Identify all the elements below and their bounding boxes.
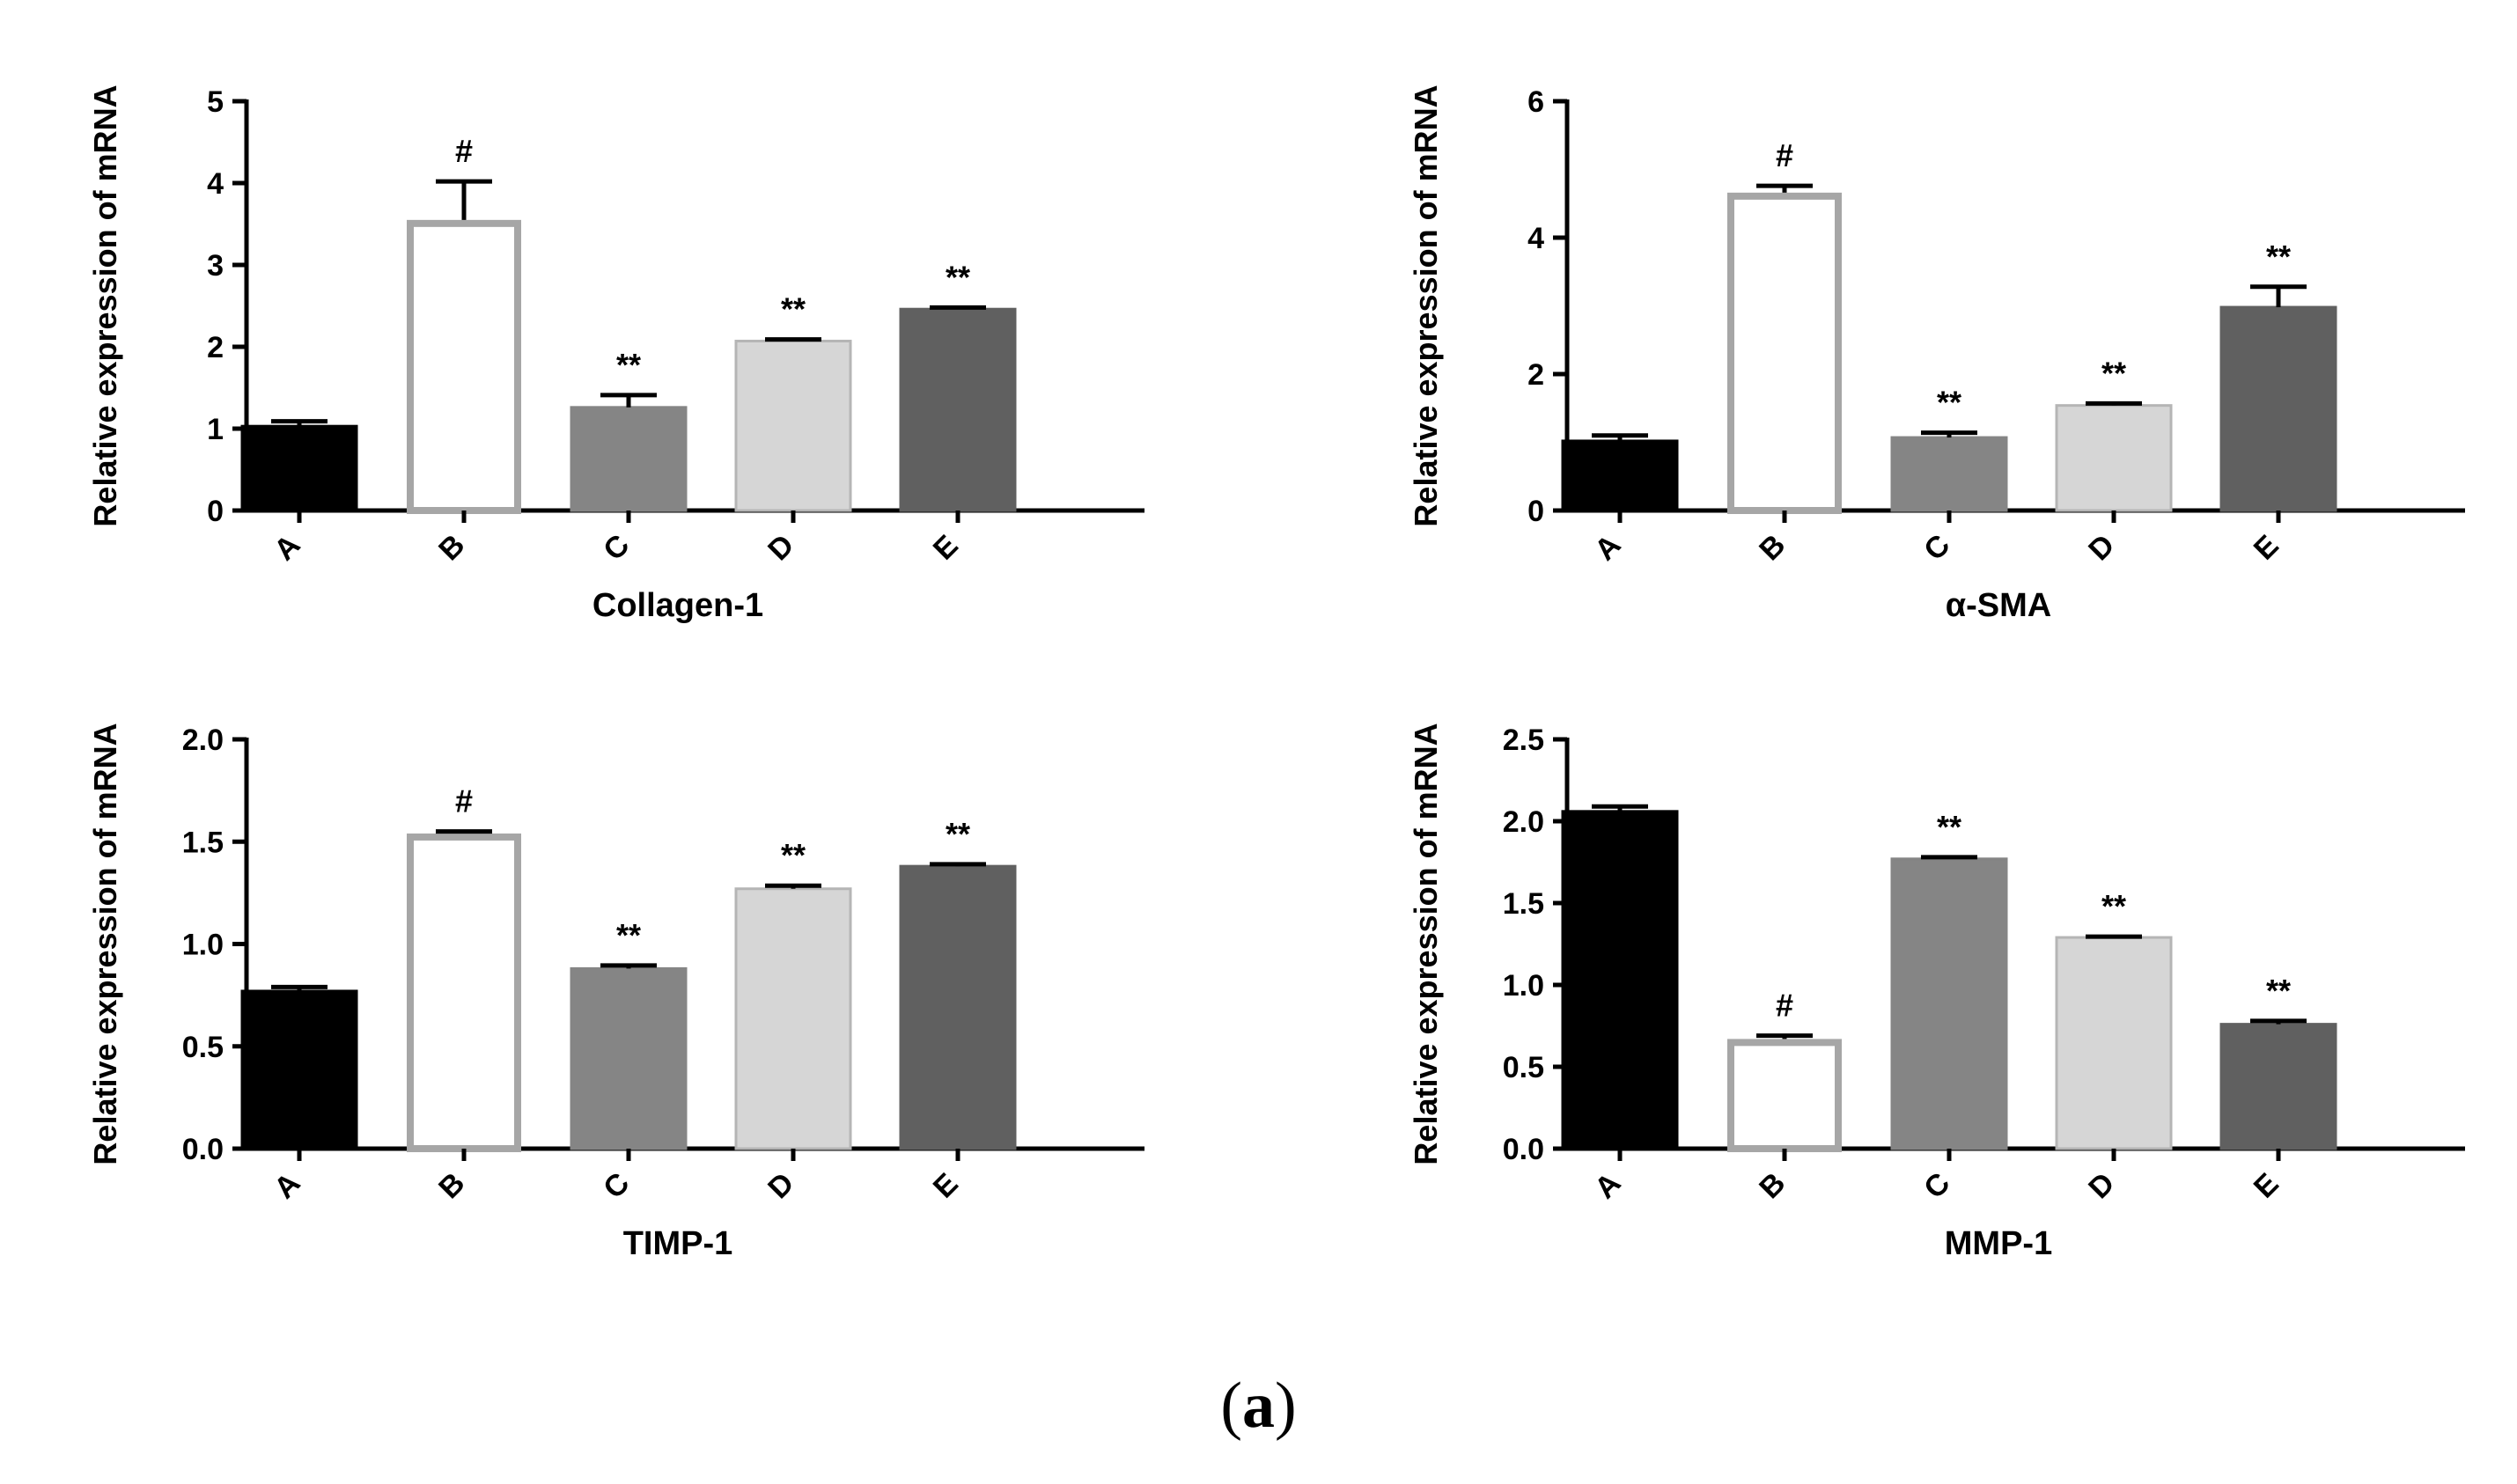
bar-D	[2055, 936, 2173, 1150]
significance-marker: **	[781, 291, 806, 327]
caption-open: (	[1220, 1370, 1242, 1442]
significance-marker: **	[946, 259, 970, 295]
y-axis-title: Relative expression of mRNA	[1408, 84, 1444, 526]
bar-C	[1890, 436, 2008, 512]
chart-panel-alpha-sma: 0 2 4 6 Relative expression of mRNA A # B ** C ** D…	[1373, 53, 2517, 687]
chart-panel-timp-1: 0.0 0.5 1.0 1.5 2.0 Relative expression of mR…	[53, 691, 1303, 1325]
y-axis-title: Relative expression of mRNA	[87, 723, 123, 1164]
chart-mmp-1: 0.0 0.5 1.0 1.5 2.0 2.5 Relative expression of…	[1408, 723, 2465, 1262]
caption-letter: a	[1242, 1370, 1275, 1442]
bar-B	[407, 833, 521, 1152]
y-tick-label: 2.0	[182, 724, 224, 757]
y-tick-label: 2.0	[1503, 805, 1544, 839]
y-tick-label: 0.5	[1503, 1051, 1544, 1084]
chart-alpha-sma: 0 2 4 6 Relative expression of mRNA A # B ** C ** D…	[1408, 84, 2465, 624]
y-tick-label: 1.5	[1503, 887, 1544, 921]
bar-A	[240, 424, 358, 512]
significance-marker: **	[1937, 385, 1961, 421]
category-label: D	[762, 528, 800, 567]
x-axis-title: α-SMA	[1946, 587, 2051, 624]
y-tick-label: 6	[1527, 85, 1544, 119]
y-tick-label: 4	[207, 167, 224, 201]
category-label: D	[2082, 528, 2121, 567]
y-tick-label: 1.0	[182, 929, 224, 962]
significance-marker: **	[1937, 809, 1961, 845]
chart-collagen-1: 0 1 2 3 4 5 Relative expression of mRNA A # B ** C *…	[87, 84, 1144, 624]
chart-panel-mmp-1: 0.0 0.5 1.0 1.5 2.0 2.5 Relative expression of…	[1373, 691, 2517, 1325]
significance-marker: #	[1776, 137, 1793, 173]
category-label: A	[268, 528, 306, 567]
y-tick-label: 0.0	[1503, 1133, 1544, 1166]
bar-A	[240, 989, 358, 1150]
significance-marker: #	[455, 783, 473, 819]
bar-D	[734, 887, 852, 1150]
category-label: C	[597, 1166, 636, 1205]
category-label: E	[927, 529, 965, 567]
category-label: E	[2248, 1167, 2285, 1205]
category-label: D	[2082, 1166, 2121, 1205]
significance-marker: **	[946, 816, 970, 852]
y-tick-label: 0	[1527, 495, 1544, 528]
category-label: C	[597, 528, 636, 567]
category-label: B	[432, 528, 471, 567]
significance-marker: **	[2266, 973, 2291, 1009]
x-axis-title: Collagen-1	[592, 587, 763, 624]
bar-B	[1727, 192, 1842, 514]
y-tick-label: 5	[207, 85, 224, 119]
significance-marker: **	[2101, 355, 2126, 391]
category-label: A	[268, 1166, 306, 1205]
y-tick-label: 4	[1527, 222, 1544, 255]
bar-E	[2219, 1023, 2337, 1150]
bar-A	[1561, 439, 1679, 512]
significance-marker: **	[2266, 239, 2291, 275]
bar-C	[570, 406, 688, 512]
significance-marker: **	[781, 837, 806, 873]
category-label: D	[762, 1166, 800, 1205]
category-label: C	[1917, 528, 1956, 567]
y-tick-label: 1	[207, 413, 224, 446]
bar-A	[1561, 810, 1679, 1150]
figure-caption: (a)	[0, 1369, 2517, 1444]
y-tick-label: 1.0	[1503, 969, 1544, 1003]
bar-B	[407, 219, 521, 514]
significance-marker: #	[455, 133, 473, 169]
category-label: B	[1753, 528, 1792, 567]
y-tick-label: 2.5	[1503, 724, 1544, 757]
x-axis-title: TIMP-1	[623, 1225, 733, 1262]
y-tick-label: 0	[207, 495, 224, 528]
category-label: A	[1588, 1166, 1627, 1205]
category-label: A	[1588, 528, 1627, 567]
bar-C	[1890, 857, 2008, 1150]
x-axis-title: MMP-1	[1945, 1225, 2052, 1262]
category-label: B	[1753, 1166, 1792, 1205]
bar-E	[899, 307, 1017, 512]
significance-marker: **	[616, 917, 641, 953]
bar-D	[2055, 404, 2173, 512]
y-tick-label: 2	[207, 331, 224, 364]
caption-close: )	[1275, 1370, 1297, 1442]
y-tick-label: 1.5	[182, 826, 224, 859]
chart-timp-1: 0.0 0.5 1.0 1.5 2.0 Relative expression of mR…	[87, 723, 1144, 1262]
y-tick-label: 0.5	[182, 1031, 224, 1064]
chart-panel-collagen-1: 0 1 2 3 4 5 Relative expression of mRNA A # B ** C *…	[53, 53, 1303, 687]
significance-marker: #	[1776, 988, 1793, 1024]
bar-E	[899, 864, 1017, 1150]
y-tick-label: 3	[207, 249, 224, 283]
y-axis-title: Relative expression of mRNA	[87, 84, 123, 526]
category-label: E	[2248, 529, 2285, 567]
y-tick-label: 2	[1527, 358, 1544, 392]
bar-C	[570, 966, 688, 1150]
bar-D	[734, 339, 852, 512]
significance-marker: **	[616, 347, 641, 383]
category-label: E	[927, 1167, 965, 1205]
significance-marker: **	[2101, 888, 2126, 924]
category-label: B	[432, 1166, 471, 1205]
bar-E	[2219, 305, 2337, 512]
category-label: C	[1917, 1166, 1956, 1205]
y-tick-label: 0.0	[182, 1133, 224, 1166]
bar-B	[1727, 1039, 1842, 1153]
y-axis-title: Relative expression of mRNA	[1408, 723, 1444, 1164]
